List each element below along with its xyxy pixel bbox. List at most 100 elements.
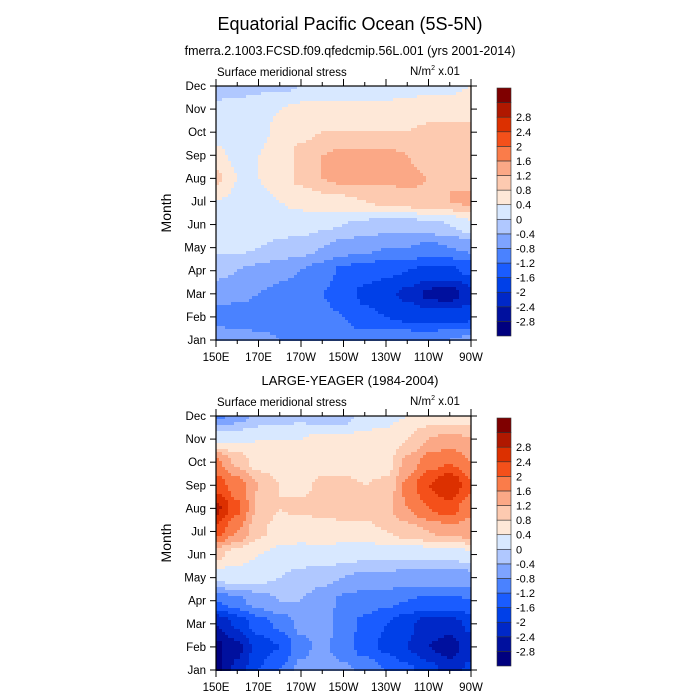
contour-cell [399,176,402,179]
contour-cell [279,212,282,215]
contour-cell [399,173,402,176]
contour-cell [435,221,438,224]
contour-cell [438,149,441,152]
contour-cell [366,194,369,197]
contour-cell [228,257,231,260]
contour-cell [264,194,267,197]
contour-cell [222,128,225,131]
contour-cell [393,134,396,137]
contour-cell [237,179,240,182]
contour-cell [429,254,432,257]
contour-cell [297,254,300,257]
contour-cell [339,98,342,101]
contour-cell [441,113,444,116]
contour-cell [222,143,225,146]
contour-cell [300,233,303,236]
contour-cell [297,155,300,158]
contour-cell [333,119,336,122]
contour-cell [234,143,237,146]
contour-cell [294,212,297,215]
contour-cell [267,173,270,176]
contour-cell [255,242,258,245]
contour-cell [363,194,366,197]
contour-cell [441,95,444,98]
contour-cell [324,134,327,137]
contour-cell [240,140,243,143]
contour-cell [231,131,234,134]
contour-cell [360,203,363,206]
contour-cell [312,179,315,182]
contour-cell [294,131,297,134]
contour-cell [270,239,273,242]
contour-cell [453,245,456,248]
contour-cell [273,227,276,230]
contour-cell [240,173,243,176]
contour-cell [399,125,402,128]
contour-cell [333,101,336,104]
contour-cell [414,155,417,158]
contour-cell [408,92,411,95]
contour-cell [441,86,444,89]
contour-cell [405,203,408,206]
contour-cell [255,206,258,209]
contour-cell [438,164,441,167]
contour-cell [342,116,345,119]
contour-cell [450,227,453,230]
contour-cell [453,257,456,260]
contour-cell [456,209,459,212]
contour-cell [363,227,366,230]
contour-cell [414,188,417,191]
contour-cell [249,224,252,227]
contour-cell [387,233,390,236]
contour-cell [306,101,309,104]
contour-cell [432,110,435,113]
contour-cell [303,194,306,197]
contour-cell [222,125,225,128]
contour-cell [240,113,243,116]
contour-cell [255,179,258,182]
contour-cell [216,146,219,149]
contour-cell [330,239,333,242]
contour-cell [447,185,450,188]
contour-cell [447,170,450,173]
contour-cell [216,143,219,146]
contour-cell [303,257,306,260]
contour-cell [351,107,354,110]
contour-cell [315,248,318,251]
contour-cell [234,236,237,239]
contour-cell [453,86,456,89]
contour-cell [315,149,318,152]
contour-cell [237,107,240,110]
contour-cell [405,251,408,254]
contour-cell [465,239,468,242]
contour-cell [375,170,378,173]
contour-cell [378,221,381,224]
contour-cell [240,197,243,200]
contour-cell [294,260,297,263]
contour-cell [324,224,327,227]
contour-cell [342,89,345,92]
contour-cell [390,179,393,182]
contour-cell [447,245,450,248]
contour-cell [429,119,432,122]
contour-cell [354,122,357,125]
contour-cell [267,92,270,95]
contour-cell [384,113,387,116]
contour-cell [447,206,450,209]
contour-cell [459,104,462,107]
contour-cell [372,251,375,254]
contour-cell [336,110,339,113]
contour-cell [435,191,438,194]
contour-cell [228,134,231,137]
contour-cell [384,245,387,248]
contour-cell [402,134,405,137]
contour-cell [285,230,288,233]
contour-cell [279,107,282,110]
contour-cell [288,107,291,110]
contour-cell [432,197,435,200]
contour-cell [393,146,396,149]
contour-cell [276,98,279,101]
contour-cell [333,239,336,242]
contour-cell [402,230,405,233]
contour-cell [249,134,252,137]
